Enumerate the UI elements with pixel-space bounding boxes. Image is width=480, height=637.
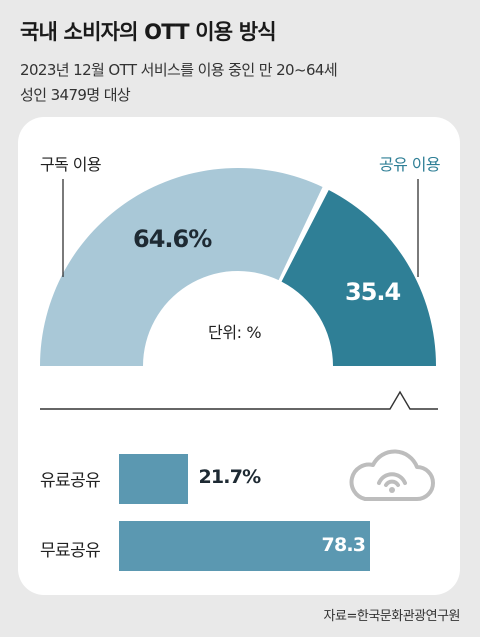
bar-label-paid-share: 유료공유 [40, 471, 101, 491]
baseline-divider [40, 390, 438, 410]
gauge-chart [40, 168, 438, 410]
chart-card: 구독 이용 공유 이용 64.6% 35.4 단위: % 유료공유 21.7% … [18, 117, 460, 595]
legend-subscribe-label: 구독 이용 [40, 155, 102, 174]
bar-value-free-share: 78.3 [321, 534, 366, 556]
chart-title: 국내 소비자의 OTT 이용 방식 [20, 20, 277, 44]
bar-free-share [119, 521, 370, 571]
chart-subtitle-2: 성인 3479명 대상 [20, 86, 131, 104]
data-label-share: 35.4 [345, 278, 401, 306]
data-label-subscribe: 64.6% [133, 225, 212, 253]
gauge-slice-share [281, 190, 436, 366]
legend-share-label: 공유 이용 [379, 155, 441, 174]
gauge-slice-subscribe [40, 168, 323, 366]
bar-label-free-share: 무료공유 [40, 541, 101, 561]
chart-subtitle: 2023년 12월 OTT 서비스를 이용 중인 만 20~64세 [20, 61, 338, 79]
source-note: 자료=한국문화관광연구원 [323, 609, 461, 624]
bar-value-paid-share: 21.7% [198, 466, 261, 488]
bar-paid-share [119, 454, 189, 504]
cloud-icon [349, 449, 435, 501]
unit-label: 단위: % [208, 323, 262, 342]
